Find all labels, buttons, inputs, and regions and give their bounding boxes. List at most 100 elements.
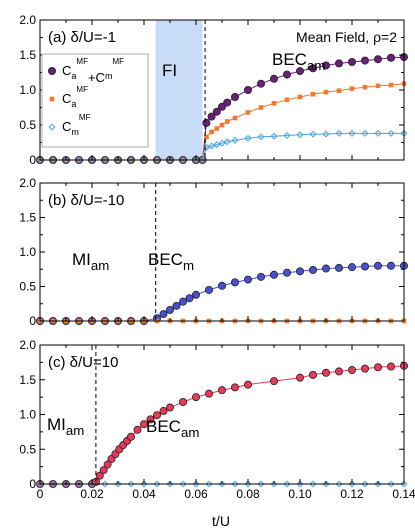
data-point-red_circle bbox=[243, 380, 252, 389]
data-point-total bbox=[217, 102, 226, 111]
data-point-molecule bbox=[140, 156, 148, 164]
data-point-red_circle bbox=[146, 415, 155, 424]
data-point-red_circle bbox=[360, 364, 369, 373]
data-point-molecule bbox=[400, 480, 408, 488]
x-tick-label: 0.06 bbox=[184, 487, 208, 501]
data-point-red_circle bbox=[165, 403, 174, 412]
data-point-atom bbox=[310, 91, 316, 97]
data-point-molecule bbox=[166, 480, 174, 488]
legend-marker-total bbox=[48, 67, 57, 76]
data-point-molecule bbox=[49, 480, 57, 488]
data-point-blue_circle bbox=[386, 261, 395, 270]
data-point-molecule bbox=[49, 156, 57, 164]
x-tick-label: 0.08 bbox=[236, 487, 260, 501]
y-tick-label: 1.0 bbox=[19, 408, 36, 422]
y-tick-label: 0.5 bbox=[19, 280, 36, 294]
data-point-total bbox=[202, 118, 211, 127]
region-label-fi: FI bbox=[162, 61, 177, 80]
legend-box bbox=[41, 53, 149, 148]
data-point-blue_circle bbox=[360, 262, 369, 271]
x-axis-label: t/U bbox=[212, 513, 230, 529]
region-label-bec: BECam bbox=[272, 50, 325, 73]
data-point-molecule bbox=[322, 130, 330, 138]
data-point-blue_circle bbox=[373, 261, 382, 270]
data-point-red_circle bbox=[217, 386, 226, 395]
data-point-molecule bbox=[101, 480, 109, 488]
data-point-red_circle bbox=[204, 389, 213, 398]
data-point-molecule bbox=[270, 132, 278, 140]
data-point-molecule bbox=[296, 480, 304, 488]
x-tick-label: 0.10 bbox=[288, 487, 312, 501]
panel-label: (c) δ/U=10 bbox=[48, 354, 118, 371]
data-point-atom bbox=[271, 101, 277, 106]
data-point-molecule bbox=[153, 480, 161, 488]
data-point-blue_circle bbox=[178, 297, 187, 306]
data-point-total bbox=[243, 86, 252, 95]
data-point-total bbox=[223, 98, 232, 107]
data-point-atom bbox=[297, 94, 303, 100]
data-point-molecule bbox=[223, 138, 231, 146]
data-point-molecule bbox=[153, 156, 161, 164]
data-point-molecule bbox=[62, 480, 70, 488]
legend-marker-molecule bbox=[48, 123, 56, 131]
axis-labels: t/U bbox=[212, 513, 230, 529]
data-point-blue_circle bbox=[308, 265, 317, 274]
data-point-atom bbox=[375, 83, 381, 89]
x-tick-label: 0.02 bbox=[80, 487, 104, 501]
data-point-molecule bbox=[283, 480, 291, 488]
data-point-total bbox=[282, 70, 291, 79]
data-point-red_circle bbox=[321, 368, 330, 377]
data-point-red_circle bbox=[386, 362, 395, 371]
y-tick-label: 1.0 bbox=[19, 83, 36, 97]
series-line-red_circle bbox=[40, 365, 405, 485]
data-point-atom bbox=[336, 88, 342, 93]
data-point-molecule bbox=[244, 480, 252, 488]
data-point-atom bbox=[388, 82, 394, 88]
data-point-atom bbox=[214, 126, 220, 131]
data-point-total bbox=[347, 58, 356, 67]
series-line-blue_circle bbox=[40, 265, 404, 322]
data-point-atom bbox=[284, 97, 290, 103]
data-point-molecule bbox=[205, 480, 213, 488]
data-point-blue_circle bbox=[243, 275, 252, 284]
data-point-molecule bbox=[179, 156, 187, 164]
data-point-total bbox=[212, 107, 221, 116]
y-tick-label: 1.5 bbox=[19, 373, 36, 387]
data-point-molecule bbox=[296, 131, 304, 139]
legend-entry-atom: CaMF bbox=[62, 85, 88, 109]
y-tick-label: 0 bbox=[29, 314, 36, 328]
data-point-molecule bbox=[192, 480, 200, 488]
data-point-molecule bbox=[335, 480, 343, 488]
data-point-red_circle bbox=[295, 373, 304, 382]
y-tick-label: 0 bbox=[29, 153, 36, 167]
panel-3: 0 0.5 1.0 1.5 2.0 0 0.02 0.04 0.06 0.08 0.10 0.12 0.… bbox=[19, 338, 415, 501]
data-point-molecule bbox=[309, 480, 317, 488]
data-point-molecule bbox=[270, 480, 278, 488]
data-point-blue_circle bbox=[165, 305, 174, 314]
data-point-red_circle bbox=[373, 363, 382, 372]
data-point-atom bbox=[209, 129, 214, 135]
data-point-blue_circle bbox=[269, 270, 278, 279]
data-point-molecule bbox=[348, 129, 356, 137]
y-tick-label: 2.0 bbox=[19, 176, 36, 190]
y-tick-label: 1.5 bbox=[19, 48, 36, 62]
data-point-molecule bbox=[283, 131, 291, 140]
y-tick-label: 1.5 bbox=[19, 211, 36, 225]
data-point-molecule bbox=[88, 156, 96, 164]
data-point-molecule bbox=[140, 480, 148, 488]
y-tick-label: 0.5 bbox=[19, 442, 36, 456]
data-point-atom bbox=[219, 122, 225, 128]
data-point-molecule bbox=[198, 156, 207, 164]
panel-label: (b) δ/U=-10 bbox=[48, 192, 124, 209]
data-point-molecule bbox=[374, 129, 382, 137]
data-point-red_circle bbox=[152, 411, 161, 420]
data-point-molecule bbox=[231, 136, 239, 144]
data-point-blue_circle bbox=[230, 278, 239, 287]
data-point-blue_circle bbox=[334, 263, 343, 272]
data-point-total bbox=[360, 56, 369, 65]
data-point-molecule bbox=[361, 129, 369, 137]
y-tick-label: 0 bbox=[29, 477, 36, 491]
data-point-red_circle bbox=[191, 393, 200, 402]
data-point-blue_circle bbox=[347, 263, 356, 272]
data-point-molecule bbox=[75, 156, 83, 164]
